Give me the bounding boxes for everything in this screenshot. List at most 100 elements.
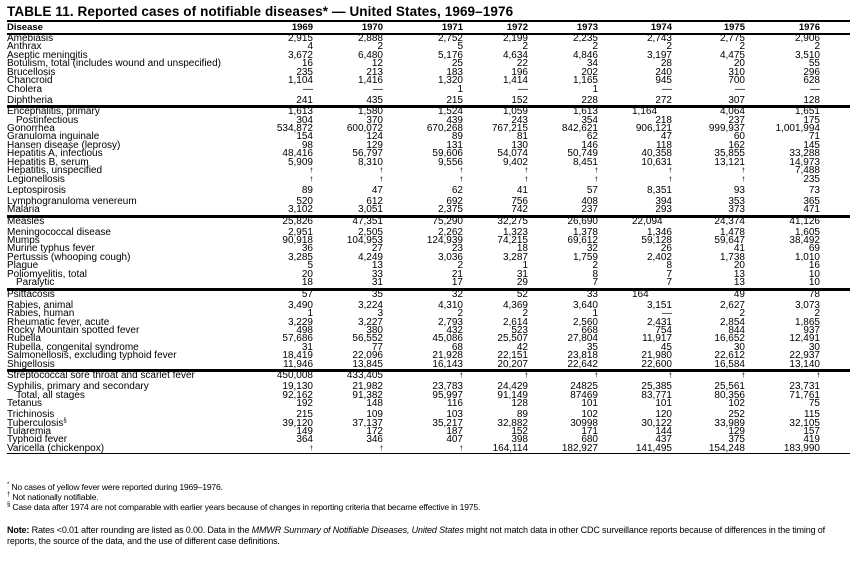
disease-name: Encephalitis, primary [7, 107, 253, 117]
disease-name: Mumps [7, 235, 253, 245]
cell-1976: 128 [745, 94, 820, 109]
cell-1975: 844 [728, 325, 745, 336]
spacer-cell [820, 150, 850, 158]
cell-1970: 124 [366, 131, 383, 143]
cell-1971: 21,928 [432, 350, 463, 362]
cell-1976: 3,073 [794, 299, 820, 311]
cell-1971: 23 [451, 243, 463, 255]
cell-1976: 55 [808, 58, 820, 70]
cell-1971: 131 [446, 139, 463, 151]
disease-name: Measles [7, 216, 253, 226]
disease-name: Hepatitis A, infectious [7, 149, 253, 159]
table-row: Hansen disease (leprosy) 98 129 131 130 146 11… [7, 139, 850, 151]
cell-1975: 16,584 [672, 359, 745, 373]
cell-1972: 1,059 [502, 106, 528, 118]
cell-1973: 7 [528, 278, 598, 291]
cell-1972: 22,151 [497, 350, 528, 362]
cell-1973: 26,690 [567, 215, 598, 227]
spacer-cell [820, 289, 850, 299]
cell-1975: 375 [728, 434, 745, 446]
cell-1974: 26 [660, 243, 672, 255]
cell-1970: 4,249 [357, 251, 383, 263]
table-row: Chancroid 1,104 1,416 1,320 1,414 1,165 945 700… [7, 75, 850, 86]
cell-1972: 523 [511, 325, 528, 336]
spacer-cell [820, 335, 850, 343]
cell-1972: 9,402 [502, 156, 528, 168]
note-text: Rates <0.01 after rounding are listed as… [29, 525, 252, 535]
cell-1971: 103 [446, 409, 463, 421]
table-row: Hepatitis A, infectious 48,416 56,797 59,60… [7, 148, 850, 160]
cell-1970: 13,845 [313, 359, 383, 373]
spacer-cell [820, 237, 850, 245]
cell-1969: 4 [307, 41, 313, 53]
disease-name: Varicella (chickenpox) [7, 443, 253, 455]
spacer-cell [820, 159, 850, 167]
cell-1971: 3,036 [437, 251, 463, 263]
cell-1973: † [594, 373, 598, 380]
disease-name: Lymphogranuloma venereum [7, 195, 253, 206]
spacer-cell [820, 254, 850, 262]
cell-1975: 41 [733, 243, 745, 255]
disease-name: Tuberculosis§ [7, 418, 253, 429]
cell-1972: 2,199 [502, 33, 528, 44]
cell-1974: 101 [655, 398, 672, 410]
cell-1973: 27,804 [567, 333, 598, 345]
cell-1969: 16 [301, 58, 313, 70]
table-row: Tuberculosis§ 39,120 37,137 35,217 32,882 309… [7, 417, 850, 429]
disease-name: Psittacosis [7, 289, 253, 299]
cell-1970: 6,480 [357, 49, 383, 61]
table-row: Tetanus 192 148 116 128 101 101 102 75 [7, 398, 850, 410]
cell-1974: 437 [655, 434, 672, 446]
cell-1970: 346 [366, 434, 383, 446]
cell-1973: † [594, 176, 598, 183]
cell-1976: 145 [803, 139, 820, 151]
cell-1973: 102 [581, 409, 598, 421]
cell-1974: 1,164 [632, 106, 658, 118]
cell-1976: 1,001,994 [775, 123, 821, 135]
cell-1969: 235 [296, 66, 313, 78]
cell-1969: 520 [296, 195, 313, 207]
cell-1970: 129 [366, 139, 383, 151]
cell-1971: 1 [457, 83, 463, 95]
cell-1972: 2 [522, 41, 528, 53]
spacer-cell [820, 381, 850, 392]
cell-1974: 144 [655, 425, 672, 437]
cell-1976: 1,865 [794, 316, 820, 328]
cell-1970: 2,505 [357, 226, 383, 238]
table-row: Hepatitis B, serum 5,909 8,310 9,556 9,402 8,… [7, 156, 850, 168]
cell-1969: 3,285 [287, 251, 313, 263]
cell-1971: 89 [451, 131, 463, 143]
cell-1969: † [309, 176, 313, 183]
cell-1971: 183 [446, 66, 463, 78]
cell-1975: 162 [728, 139, 745, 151]
footnote-text: No cases of yellow fever were reported d… [11, 482, 223, 492]
cell-1975: 154,248 [672, 443, 745, 455]
disease-name: Cholera [7, 84, 253, 94]
table-row: Diphtheria 241 435 215 152 228 272 307 128 [7, 94, 850, 109]
cell-1970: 13 [371, 260, 383, 272]
cell-1974: 1,346 [646, 226, 672, 238]
cell-1974: 2,431 [646, 316, 672, 328]
cell-1971: 439 [446, 114, 463, 126]
footnotes: * No cases of yellow fever were reported… [7, 482, 480, 512]
cell-1969: 2,915 [287, 33, 313, 44]
footnote: § Case data after 1974 are not comparabl… [7, 502, 480, 512]
cell-1972: 398 [511, 434, 528, 446]
table-row: Rabies, human 1 3 2 2 1 — 2 2 [7, 308, 850, 320]
cell-1972: 2 [522, 308, 528, 320]
cell-1969: † [253, 444, 313, 455]
table-row: Murine typhus fever 36 27 23 18 32 26 41 69 [7, 243, 850, 255]
cell-1976: 71,761 [789, 389, 820, 401]
cell-1972: 18 [516, 243, 528, 255]
disease-name: Chancroid [7, 76, 253, 86]
cell-1975: 4,064 [719, 106, 745, 118]
table-row: Syphilis, primary and secondary 19,130 21,… [7, 381, 850, 392]
table-row: Streptococcal sore throat and scarlet fe… [7, 371, 850, 381]
cell-1972: 22 [516, 58, 528, 70]
cell-1970: 12 [371, 58, 383, 70]
disease-label: Murine typhus fever [7, 243, 95, 255]
cell-1975: 35,855 [714, 148, 745, 160]
disease-name: Brucellosis [7, 67, 253, 77]
cell-1975: 33,989 [714, 417, 745, 429]
spacer-cell [820, 392, 850, 400]
